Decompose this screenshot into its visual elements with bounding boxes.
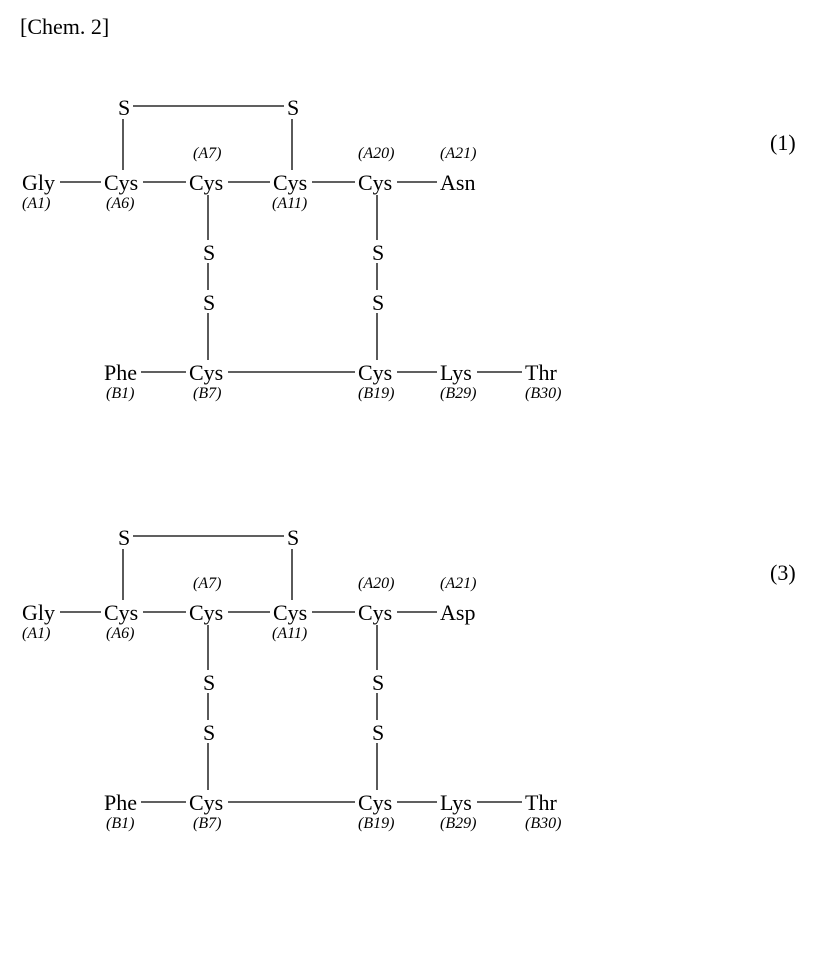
- d2-res-b30: Thr: [525, 790, 557, 816]
- d2-pos-b29: (B29): [440, 815, 476, 833]
- d1-res-a6: Cys: [104, 170, 138, 196]
- d1-s-mid2-a7: S: [203, 290, 215, 316]
- d2-s-top-a11: S: [287, 525, 299, 551]
- d2-res-b7: Cys: [189, 790, 223, 816]
- d2-s-mid1-a20: S: [372, 670, 384, 696]
- d2-pos-b19: (B19): [358, 815, 394, 833]
- d1-res-b1: Phe: [104, 360, 137, 386]
- d1-pos-a6: (A6): [106, 195, 134, 213]
- d1-res-b19: Cys: [358, 360, 392, 386]
- d2-res-a20: Cys: [358, 600, 392, 626]
- d1-res-gly: Gly: [22, 170, 55, 196]
- d1-s-top-a6: S: [118, 95, 130, 121]
- d1-s-top-a11: S: [287, 95, 299, 121]
- d2-s-top-a6: S: [118, 525, 130, 551]
- d1-res-a11: Cys: [273, 170, 307, 196]
- d2-pos-a6: (A6): [106, 625, 134, 643]
- d2-res-a7: Cys: [189, 600, 223, 626]
- d1-res-b7: Cys: [189, 360, 223, 386]
- d2-s-mid1-a7: S: [203, 670, 215, 696]
- d2-res-gly: Gly: [22, 600, 55, 626]
- d2-pos-a11: (A11): [272, 625, 307, 643]
- d1-pos-b29: (B29): [440, 385, 476, 403]
- d2-res-a11: Cys: [273, 600, 307, 626]
- page: [Chem. 2] (1) (3) S S (A7) (A20) (A21) G…: [0, 0, 825, 958]
- d1-res-b30: Thr: [525, 360, 557, 386]
- d1-pos-b30: (B30): [525, 385, 561, 403]
- d1-res-b29: Lys: [440, 360, 472, 386]
- d2-s-mid2-a7: S: [203, 720, 215, 746]
- d1-s-mid1-a7: S: [203, 240, 215, 266]
- d1-s-mid1-a20: S: [372, 240, 384, 266]
- d2-res-a21: Asp: [440, 600, 475, 626]
- formula-tag-1: (1): [770, 130, 796, 156]
- d2-pos-a20: (A20): [358, 575, 394, 593]
- d1-res-a21: Asn: [440, 170, 475, 196]
- d1-s-mid2-a20: S: [372, 290, 384, 316]
- d2-res-b1: Phe: [104, 790, 137, 816]
- d1-res-a20: Cys: [358, 170, 392, 196]
- chem-header: [Chem. 2]: [20, 14, 109, 40]
- d2-pos-a7: (A7): [193, 575, 221, 593]
- d1-pos-a7: (A7): [193, 145, 221, 163]
- d2-pos-a21: (A21): [440, 575, 476, 593]
- d2-res-b19: Cys: [358, 790, 392, 816]
- d1-pos-a20: (A20): [358, 145, 394, 163]
- d2-pos-b7: (B7): [193, 815, 221, 833]
- d2-res-a6: Cys: [104, 600, 138, 626]
- d2-res-b29: Lys: [440, 790, 472, 816]
- d1-pos-b7: (B7): [193, 385, 221, 403]
- d2-pos-b1: (B1): [106, 815, 134, 833]
- d2-s-mid2-a20: S: [372, 720, 384, 746]
- d1-pos-b19: (B19): [358, 385, 394, 403]
- d1-pos-a11: (A11): [272, 195, 307, 213]
- formula-tag-2: (3): [770, 560, 796, 586]
- d2-pos-b30: (B30): [525, 815, 561, 833]
- d1-pos-b1: (B1): [106, 385, 134, 403]
- d1-res-a7: Cys: [189, 170, 223, 196]
- d1-pos-a21: (A21): [440, 145, 476, 163]
- d2-pos-a1: (A1): [22, 625, 50, 643]
- d1-pos-a1: (A1): [22, 195, 50, 213]
